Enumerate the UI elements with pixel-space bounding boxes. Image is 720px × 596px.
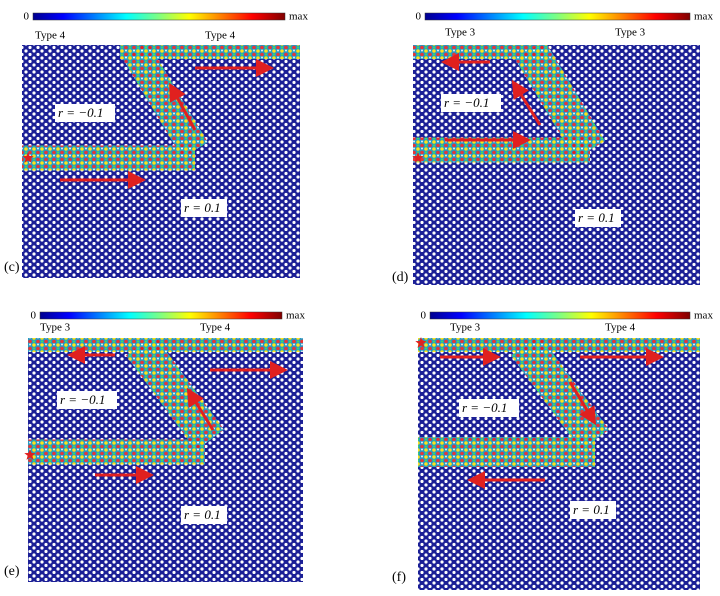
type-left: Type 3 <box>445 27 476 39</box>
r-label: r = −0.1 <box>462 400 507 415</box>
label-box <box>181 506 227 524</box>
panel-label: (e) <box>4 564 20 579</box>
edge-state <box>125 338 225 451</box>
label-box <box>181 199 227 217</box>
r-label: r = 0.1 <box>184 507 221 522</box>
colorbar-max: max <box>286 310 305 322</box>
type-left: Type 3 <box>450 322 481 334</box>
colorbar <box>32 12 286 21</box>
label-box <box>441 94 501 112</box>
arrow <box>169 82 197 131</box>
colorbar-max: max <box>694 11 713 23</box>
panel-label: (c) <box>4 260 20 275</box>
r-label: r = 0.1 <box>578 210 615 225</box>
panel-label: (d) <box>392 270 409 285</box>
panel: 0 max Type 4 Type 4 r = −0.1 r = 0.1 (c) <box>4 11 308 278</box>
type-right: Type 4 <box>605 322 636 334</box>
label-box <box>575 209 621 227</box>
source-star <box>415 337 427 348</box>
panel-label: (f) <box>392 570 406 585</box>
panel: 0 max Type 3 Type 4 r = −0.1 r = 0.1 (e) <box>4 310 305 582</box>
colorbar <box>429 311 691 320</box>
label-box <box>459 399 519 417</box>
label-box <box>570 501 616 519</box>
colorbar <box>39 311 283 320</box>
colorbar-min: 0 <box>31 310 37 322</box>
r-label: r = −0.1 <box>58 105 103 120</box>
arrow <box>568 381 597 426</box>
source-star <box>22 152 34 163</box>
label-box <box>57 391 117 409</box>
colorbar-min: 0 <box>416 11 422 23</box>
source-star <box>24 449 36 460</box>
panel: 0 max Type 3 Type 4 r = −0.1 r = 0.1 (f) <box>392 310 713 590</box>
r-label: r = 0.1 <box>573 502 610 517</box>
colorbar-min: 0 <box>421 310 427 322</box>
source-star <box>412 152 424 163</box>
edge-state <box>122 45 208 158</box>
type-right: Type 4 <box>200 322 231 334</box>
type-left: Type 3 <box>40 322 71 334</box>
r-label: r = −0.1 <box>444 95 489 110</box>
arrow <box>511 79 542 126</box>
colorbar-max: max <box>289 11 308 23</box>
colorbar-max: max <box>694 310 713 322</box>
type-right: Type 4 <box>205 30 236 42</box>
type-right: Type 3 <box>615 27 646 39</box>
r-label: r = 0.1 <box>184 200 221 215</box>
colorbar-min: 0 <box>24 11 30 23</box>
panel: 0 max Type 3 Type 3 r = −0.1 r = 0.1 (d) <box>392 11 713 286</box>
colorbar <box>424 12 691 21</box>
type-left: Type 4 <box>35 30 66 42</box>
edge-state <box>514 45 606 160</box>
arrow <box>186 387 215 431</box>
label-box <box>55 104 115 122</box>
r-label: r = −0.1 <box>60 392 105 407</box>
